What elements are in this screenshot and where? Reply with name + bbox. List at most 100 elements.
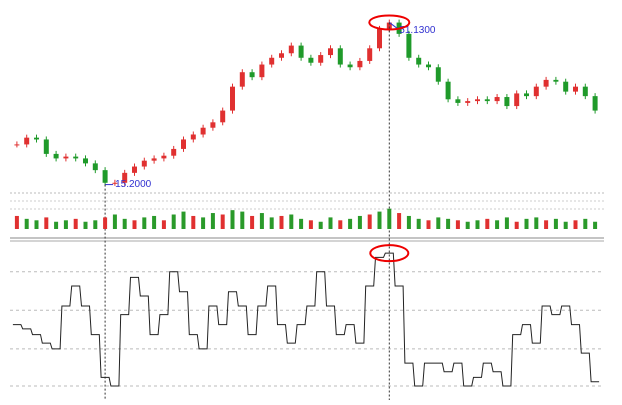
volume-bar <box>563 221 568 229</box>
volume-bar <box>406 215 411 229</box>
volume-bar <box>152 215 157 229</box>
candle <box>102 170 108 183</box>
candle <box>132 166 137 173</box>
candle <box>367 48 373 61</box>
candle <box>573 86 578 92</box>
volume-bar <box>250 215 255 229</box>
volume-bar <box>24 218 29 229</box>
candle <box>151 158 157 161</box>
candle <box>416 57 422 65</box>
candle <box>475 99 480 102</box>
volume-bar <box>279 215 284 229</box>
volume-bar <box>83 221 88 229</box>
volume-bar <box>544 220 549 229</box>
candle <box>122 172 128 183</box>
volume-bar <box>387 208 392 229</box>
candle <box>465 101 471 103</box>
candle <box>249 72 255 78</box>
volume-bar <box>573 220 578 229</box>
candle <box>406 33 412 58</box>
candle <box>24 137 30 145</box>
volume-bar <box>240 211 245 229</box>
candle <box>484 99 490 102</box>
volume-bar <box>289 214 294 229</box>
volume-bar <box>132 220 137 229</box>
volume-bar <box>397 213 402 229</box>
candle <box>73 156 79 159</box>
candle <box>308 57 314 63</box>
candle <box>239 72 245 87</box>
volume-bar <box>34 220 39 229</box>
volume-bar <box>181 211 186 229</box>
volume-bar <box>54 221 59 229</box>
candle <box>53 153 59 159</box>
volume-bar <box>436 217 441 229</box>
candle <box>582 86 588 97</box>
volume-bar <box>191 215 196 229</box>
volume-bar <box>553 218 558 229</box>
volume-bar <box>504 217 509 229</box>
volume-bar <box>299 218 304 229</box>
volume-bar <box>524 218 529 229</box>
candle <box>269 57 275 65</box>
candle <box>259 64 265 78</box>
volume-bar <box>328 217 333 229</box>
highlight <box>368 14 411 31</box>
candle <box>83 158 88 164</box>
candle <box>318 55 324 63</box>
candle <box>34 137 39 140</box>
candle <box>504 97 510 107</box>
volume-bar <box>63 220 68 229</box>
volume-bar <box>348 218 353 229</box>
volume-bar <box>465 221 470 229</box>
candle <box>553 79 559 82</box>
volume-bar <box>210 213 215 229</box>
volume-bar <box>14 215 19 229</box>
volume-bar <box>308 220 313 229</box>
volume-bar <box>122 218 127 229</box>
candle <box>563 81 569 92</box>
volume-bar <box>367 214 372 229</box>
candle <box>92 163 98 171</box>
volume-bar <box>485 218 490 229</box>
highlight <box>369 244 410 263</box>
candle <box>524 93 529 97</box>
candle <box>426 64 431 68</box>
volume-bar <box>426 220 431 229</box>
candle <box>337 48 343 65</box>
annotation-label: 51.1300 <box>399 25 436 36</box>
volume-bar <box>416 218 421 229</box>
volume-bar <box>338 220 343 229</box>
candle <box>141 160 147 167</box>
candle <box>514 93 520 107</box>
volume-bar <box>495 220 500 229</box>
annotation-pointer <box>388 22 398 29</box>
candle <box>220 110 226 123</box>
volume-bar <box>73 218 78 229</box>
candle <box>533 86 539 97</box>
volume-bar <box>475 220 480 229</box>
volume-bar <box>220 214 225 229</box>
volume-bar <box>269 217 274 229</box>
candle <box>112 182 118 184</box>
candle <box>543 79 549 87</box>
volume-bar <box>112 214 117 229</box>
candle <box>171 148 177 156</box>
candle <box>445 81 451 100</box>
volume-bar <box>318 221 323 229</box>
volume-bar <box>583 218 588 229</box>
volume-bar <box>230 210 235 229</box>
candle <box>14 144 20 146</box>
candle <box>200 127 206 135</box>
candle <box>298 45 304 58</box>
candle <box>230 86 235 111</box>
candle <box>435 67 441 82</box>
volume-bar <box>377 211 382 229</box>
candle <box>377 28 382 49</box>
volume-bar <box>171 214 176 229</box>
volume-bar <box>514 221 519 229</box>
volume-bar <box>357 215 362 229</box>
volume-bar <box>103 217 108 229</box>
volume-bar <box>446 218 451 229</box>
